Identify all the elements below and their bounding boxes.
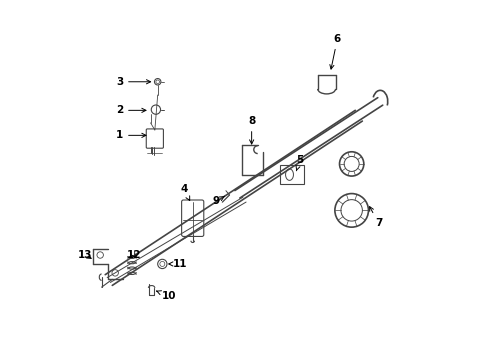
- Text: 2: 2: [116, 105, 146, 115]
- Text: 13: 13: [78, 250, 93, 260]
- Text: 11: 11: [168, 259, 187, 269]
- Text: 1: 1: [116, 130, 146, 140]
- Text: 6: 6: [329, 34, 340, 69]
- Text: 12: 12: [126, 250, 141, 260]
- Text: 9: 9: [212, 196, 224, 206]
- Text: 8: 8: [247, 116, 255, 144]
- Bar: [279, 165, 303, 184]
- Text: 5: 5: [295, 156, 303, 171]
- FancyBboxPatch shape: [181, 200, 203, 237]
- Text: 3: 3: [116, 77, 150, 87]
- Text: 10: 10: [156, 291, 176, 301]
- Text: 7: 7: [369, 207, 381, 228]
- FancyBboxPatch shape: [146, 129, 163, 148]
- Text: 4: 4: [180, 184, 189, 201]
